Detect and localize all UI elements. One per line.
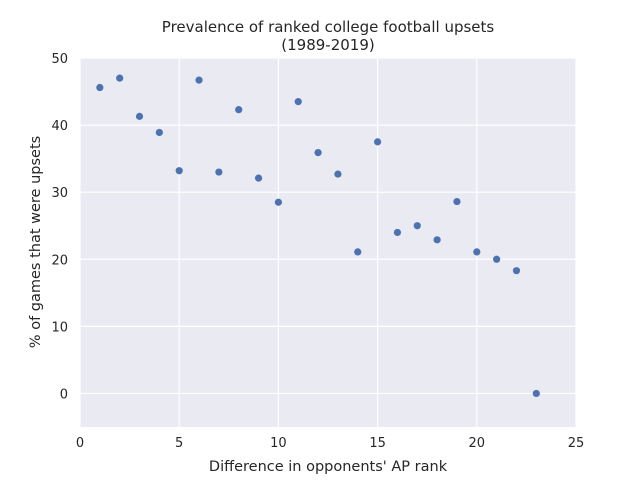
x-tick-label: 20 — [469, 436, 486, 451]
chart-subtitle: (1989-2019) — [281, 36, 374, 54]
data-point — [493, 255, 501, 263]
y-tick-label: 0 — [60, 387, 68, 402]
data-point — [453, 197, 461, 206]
data-point — [274, 198, 282, 206]
y-axis-ticks: 0 10 20 30 40 50 — [51, 52, 68, 402]
x-axis-ticks: 0 5 10 15 20 25 — [76, 436, 584, 451]
y-tick-label: 30 — [51, 186, 68, 201]
y-tick-label: 20 — [51, 253, 68, 268]
y-tick-label: 50 — [51, 52, 68, 67]
grid-lines — [79, 57, 577, 427]
data-point — [413, 222, 421, 230]
y-tick-label: 10 — [51, 320, 68, 335]
data-point — [473, 248, 481, 256]
x-tick-label: 15 — [369, 436, 386, 451]
data-point — [314, 148, 322, 157]
data-point — [96, 83, 104, 92]
data-point — [155, 128, 163, 137]
data-point — [532, 389, 540, 398]
y-axis-label: % of games that were upsets — [28, 136, 44, 348]
plot-area — [80, 58, 576, 427]
data-point — [135, 112, 144, 120]
chart-title: Prevalence of ranked college football up… — [162, 18, 495, 36]
data-point — [235, 106, 243, 114]
x-tick-label: 0 — [76, 436, 84, 451]
data-point — [195, 76, 203, 84]
data-point — [433, 236, 441, 244]
data-point — [334, 170, 342, 178]
data-point — [393, 228, 402, 237]
data-point — [294, 98, 302, 106]
x-tick-label: 10 — [270, 436, 287, 451]
data-point — [374, 138, 382, 146]
x-axis-label: Difference in opponents' AP rank — [209, 459, 448, 475]
data-point — [354, 248, 362, 256]
data-points — [96, 74, 540, 398]
data-point — [116, 74, 124, 82]
data-point — [215, 168, 223, 176]
y-tick-label: 40 — [51, 119, 68, 134]
x-tick-label: 5 — [175, 436, 183, 451]
data-point — [254, 174, 263, 182]
data-point — [175, 167, 183, 175]
data-point — [512, 267, 521, 275]
x-tick-label: 25 — [568, 436, 585, 451]
